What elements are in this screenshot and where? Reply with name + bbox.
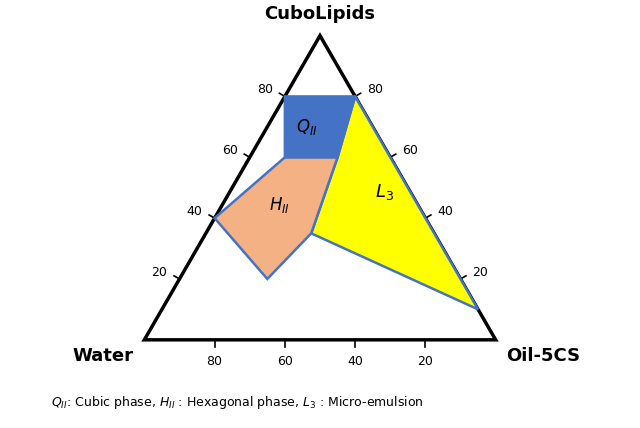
Text: CuboLipids: CuboLipids [264, 5, 376, 23]
Text: 40: 40 [347, 354, 363, 368]
Text: 60: 60 [403, 144, 418, 157]
Text: 80: 80 [207, 354, 223, 368]
Text: 20: 20 [472, 265, 488, 279]
Text: $H_{II}$: $H_{II}$ [269, 196, 290, 215]
Polygon shape [214, 157, 337, 279]
Text: 40: 40 [187, 205, 203, 218]
Text: 20: 20 [417, 354, 433, 368]
Polygon shape [285, 96, 355, 157]
Text: $L_{3}$: $L_{3}$ [375, 182, 394, 202]
Text: 80: 80 [257, 83, 273, 96]
Text: Water: Water [73, 347, 134, 365]
Text: 80: 80 [367, 83, 383, 96]
Text: Oil-5CS: Oil-5CS [506, 347, 580, 365]
Text: 20: 20 [152, 265, 168, 279]
Text: 60: 60 [222, 144, 237, 157]
Text: $Q_{II}$: Cubic phase, $H_{II}$ : Hexagonal phase, $L_{3}$ : Micro-emulsion: $Q_{II}$: Cubic phase, $H_{II}$ : Hexago… [51, 394, 424, 411]
Text: 40: 40 [437, 205, 453, 218]
Text: 60: 60 [277, 354, 293, 368]
Polygon shape [311, 96, 478, 309]
Text: $Q_{II}$: $Q_{II}$ [296, 117, 317, 137]
